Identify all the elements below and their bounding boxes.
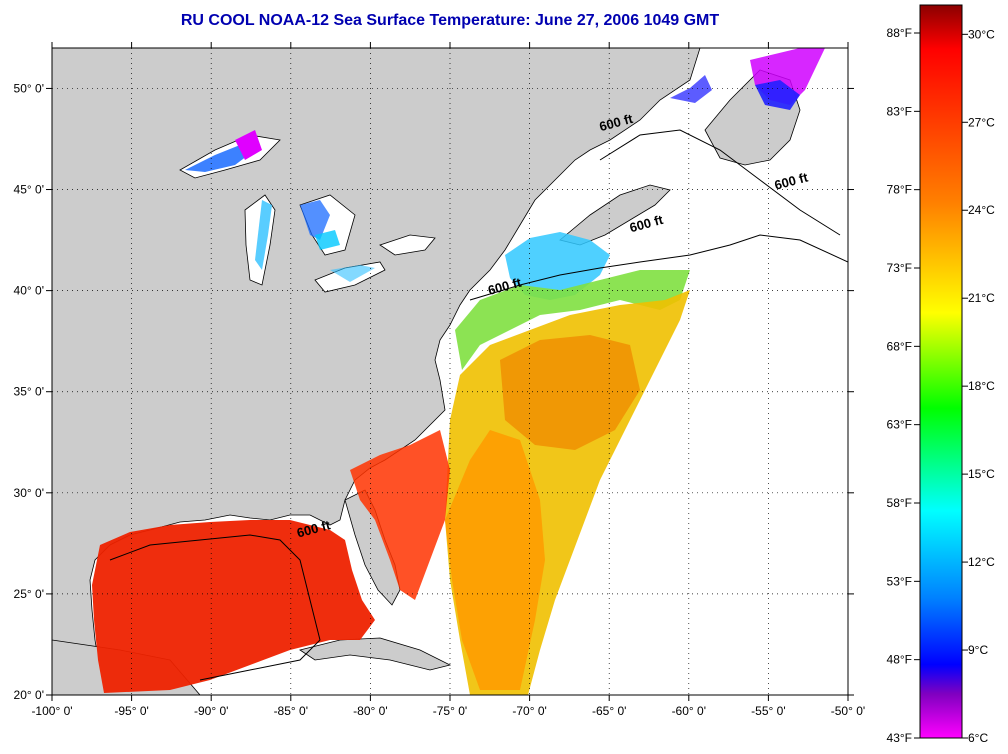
isobath-600ft xyxy=(109,129,848,681)
colorbar-f-label: 73°F xyxy=(887,261,912,275)
atlantic-sst-gulfstream xyxy=(445,430,545,690)
colorbar-f-label: 88°F xyxy=(887,26,912,40)
south-atlantic-bight-sst xyxy=(350,430,450,600)
colorbar-fahrenheit-labels: 88°F 83°F 78°F 73°F 68°F 63°F 58°F 53°F 48°F 43°F xyxy=(887,26,920,745)
y-tick-label: 30° 0' xyxy=(14,486,44,500)
colorbar-f-label: 43°F xyxy=(887,731,912,745)
atlantic-sst-warm-core xyxy=(500,335,640,450)
colorbar-f-label: 83°F xyxy=(887,104,912,118)
maritimes-land xyxy=(559,184,671,246)
chart-title: RU COOL NOAA-12 Sea Surface Temperature:… xyxy=(180,12,720,29)
latitude-axis: 20° 0' 25° 0' 30° 0' 35° 0' 40° 0' 45° 0' 50° … xyxy=(14,81,854,702)
x-tick-label: -70° 0' xyxy=(512,704,546,718)
x-tick-label: -90° 0' xyxy=(194,704,228,718)
colorbar-c-label: 15°C xyxy=(968,467,995,481)
colorbar-f-label: 78°F xyxy=(887,183,912,197)
x-tick-label: -50° 0' xyxy=(831,704,865,718)
x-tick-label: -85° 0' xyxy=(274,704,308,718)
labrador-sst-blue xyxy=(755,80,800,110)
y-tick-label: 40° 0' xyxy=(14,284,44,298)
colorbar-f-label: 48°F xyxy=(887,653,912,667)
colorbar-c-label: 6°C xyxy=(968,731,988,745)
y-tick-label: 20° 0' xyxy=(14,688,44,702)
x-tick-label: -100° 0' xyxy=(31,704,72,718)
atlantic-sst-shelf xyxy=(455,270,690,370)
great-lakes-sst xyxy=(185,130,375,282)
y-tick-label: 45° 0' xyxy=(14,183,44,197)
longitude-axis: -100° 0' -95° 0' -90° 0' -85° 0' -80° 0' -75°… xyxy=(31,42,865,718)
colorbar-celsius-labels: 30°C 27°C 24°C 21°C 18°C 15°C 12°C 9°C 6°C xyxy=(962,27,995,745)
x-tick-label: -75° 0' xyxy=(433,704,467,718)
x-tick-label: -65° 0' xyxy=(592,704,626,718)
colorbar-f-label: 53°F xyxy=(887,574,912,588)
colorbar-f-label: 63°F xyxy=(887,418,912,432)
colorbar-c-label: 12°C xyxy=(968,555,995,569)
colorbar-f-label: 58°F xyxy=(887,496,912,510)
colorbar-c-label: 21°C xyxy=(968,291,995,305)
y-tick-label: 35° 0' xyxy=(14,385,44,399)
x-tick-label: -95° 0' xyxy=(114,704,148,718)
x-tick-label: -55° 0' xyxy=(751,704,785,718)
colorbar-c-label: 27°C xyxy=(968,115,995,129)
x-tick-label: -80° 0' xyxy=(353,704,387,718)
strait-sst xyxy=(670,75,712,103)
atlantic-sst-gulf-of-maine xyxy=(505,232,610,300)
colorbar-c-label: 18°C xyxy=(968,379,995,393)
colorbar-c-label: 9°C xyxy=(968,643,988,657)
colorbar xyxy=(919,4,963,739)
y-tick-label: 25° 0' xyxy=(14,587,44,601)
colorbar-c-label: 30°C xyxy=(968,27,995,41)
colorbar-f-label: 68°F xyxy=(887,339,912,353)
y-tick-label: 50° 0' xyxy=(14,81,44,95)
colorbar-c-label: 24°C xyxy=(968,203,995,217)
gulf-of-mexico-sst xyxy=(92,520,375,693)
x-tick-label: -60° 0' xyxy=(672,704,706,718)
